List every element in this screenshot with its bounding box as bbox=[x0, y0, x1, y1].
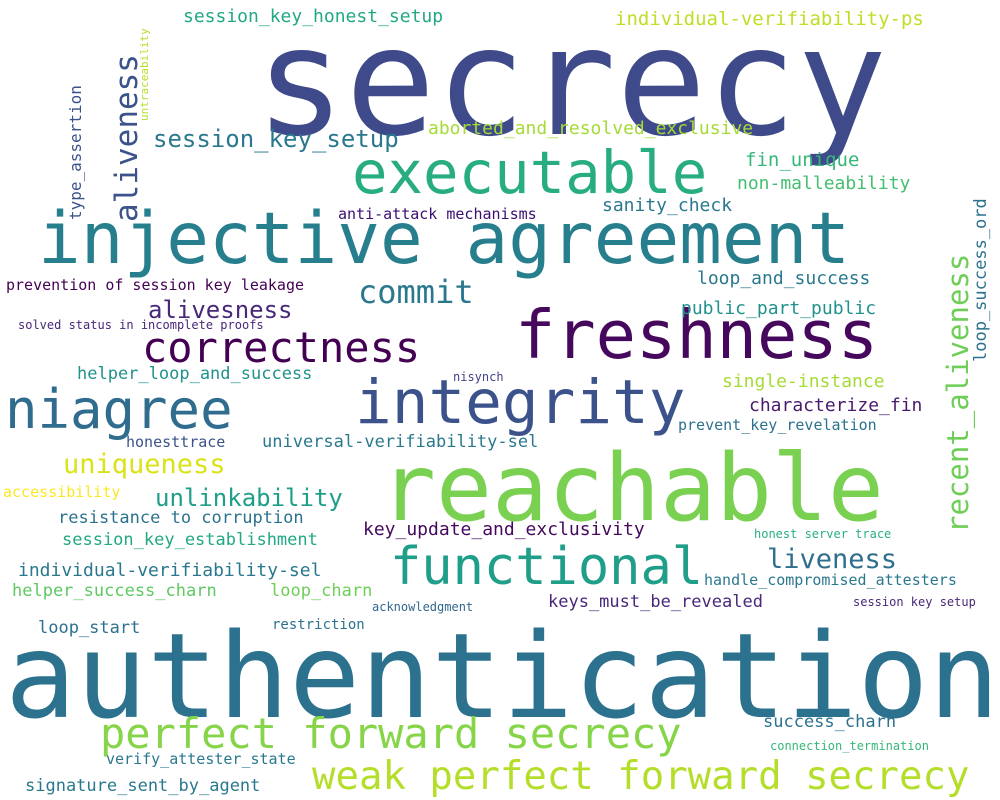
word-alivesness: alivesness bbox=[148, 296, 293, 324]
word-functional: functional bbox=[390, 537, 704, 597]
word-characterize-fin: characterize_fin bbox=[749, 395, 923, 416]
word-success-charn: success_charn bbox=[763, 712, 897, 732]
word-sanity-check: sanity_check bbox=[602, 195, 733, 216]
word-reachable: reachable bbox=[380, 434, 884, 542]
word-aborted-and-resolved-exclusive: aborted_and_resolved_exclusive bbox=[428, 118, 754, 139]
word-prevent-key-revelation: prevent_key_revelation bbox=[678, 416, 877, 434]
word-loop-charn: loop_charn bbox=[270, 581, 373, 601]
word-connection-termination: connection_termination bbox=[770, 739, 929, 753]
word-verify-attester-state: verify_attester_state bbox=[106, 750, 296, 768]
word-restriction: restriction bbox=[272, 617, 365, 633]
word-resistance-to-corruption: resistance to corruption bbox=[58, 508, 304, 528]
word-authentication: authentication bbox=[5, 607, 1000, 745]
word-untraceability: untraceability bbox=[138, 28, 151, 121]
word-session-key-establishment: session_key_establishment bbox=[62, 530, 318, 550]
word-executable: executable bbox=[352, 138, 708, 207]
word-helper-success-charn: helper_success_charn bbox=[12, 581, 217, 601]
word-solved-status-in-incomplete-proofs: solved status in incomplete proofs bbox=[18, 318, 264, 332]
word-honesttrace: honesttrace bbox=[126, 433, 226, 451]
word-single-instance: single-instance bbox=[722, 371, 885, 392]
word-loop-success-ord: loop_success_ord bbox=[971, 198, 991, 362]
word-loop-start: loop_start bbox=[38, 618, 141, 638]
word-key-update-and-exclusivity: key_update_and_exclusivity bbox=[363, 519, 645, 540]
word-perfect-forward-secrecy: perfect forward secrecy bbox=[100, 709, 682, 758]
word-honest-server-trace: honest server trace bbox=[754, 527, 892, 541]
word-freshness: freshness bbox=[515, 296, 879, 374]
word-recent-aliveness: recent_aliveness bbox=[941, 253, 975, 533]
word-commit: commit bbox=[358, 273, 474, 311]
word-uniqueness: uniqueness bbox=[63, 449, 226, 480]
word-acknowledgment: acknowledgment bbox=[372, 600, 474, 614]
word-injective-agreement: injective agreement bbox=[38, 197, 851, 280]
word-type-assertion: type_assertion bbox=[66, 85, 85, 220]
word-session-key-honest-setup: session_key_honest_setup bbox=[183, 6, 444, 27]
word-correctness: correctness bbox=[142, 323, 421, 372]
word-keys-must-be-revealed: keys_must_be_revealed bbox=[548, 592, 763, 612]
word-handle-compromised-attesters: handle_compromised_attesters bbox=[704, 571, 957, 589]
word-individual-verifiability-ps: individual-verifiability-ps bbox=[615, 8, 924, 30]
word-public-part-public: public_part_public bbox=[681, 298, 877, 319]
word-nisynch: nisynch bbox=[453, 370, 504, 384]
word-liveness: liveness bbox=[767, 544, 898, 575]
word-session-key-setup-spaced: session key setup bbox=[853, 595, 976, 609]
word-session-key-setup: session_key_setup bbox=[153, 125, 399, 153]
word-secrecy: secrecy bbox=[255, 0, 888, 170]
word-loop-and-success: loop_and_success bbox=[697, 268, 871, 289]
word-prevention-of-session-key-leakage: prevention of session key leakage bbox=[6, 276, 305, 294]
word-universal-verifiability-sel: universal-verifiability-sel bbox=[262, 432, 539, 452]
word-integrity: integrity bbox=[355, 367, 686, 438]
word-fin-unique: fin_unique bbox=[745, 149, 860, 171]
word-weak-perfect-forward-secrecy: weak perfect forward secrecy bbox=[312, 754, 970, 799]
word-anti-attack-mechanisms: anti-attack mechanisms bbox=[338, 205, 537, 223]
word-accessibility: accessibility bbox=[3, 483, 121, 501]
word-individual-verifiability-sel: individual-verifiability-sel bbox=[18, 560, 322, 581]
word-signature-sent-by-agent: signature_sent_by_agent bbox=[25, 776, 261, 796]
word-niagree: niagree bbox=[5, 378, 233, 441]
word-unlinkability: unlinkability bbox=[155, 484, 343, 512]
word-non-malleability: non-malleability bbox=[737, 173, 911, 194]
word-helper-loop-and-success: helper_loop_and_success bbox=[77, 364, 313, 384]
